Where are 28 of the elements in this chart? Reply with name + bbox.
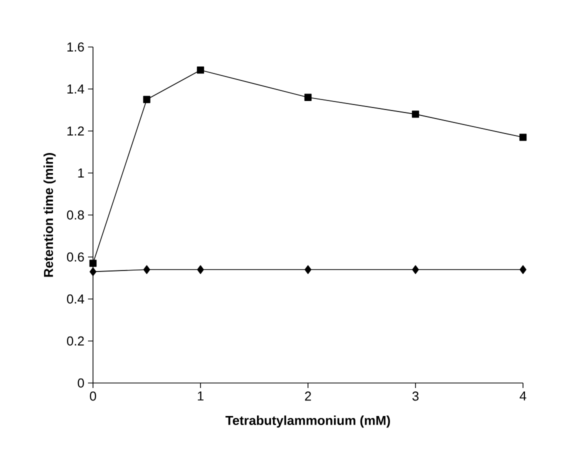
x-tick-label: 0 — [90, 392, 96, 401]
point — [90, 267, 96, 276]
y-tick-label: 0 — [78, 378, 84, 388]
point — [412, 265, 419, 274]
point — [412, 110, 420, 118]
x-tick-label: 2 — [305, 392, 311, 401]
x-tick-label: 1 — [198, 392, 204, 400]
point — [196, 66, 204, 74]
point — [520, 265, 526, 274]
y-tick-label: 1.2 — [67, 126, 84, 136]
point — [304, 265, 312, 274]
y-tick-label: 1.4 — [67, 84, 84, 94]
y-tick-label: 1.6 — [67, 42, 84, 52]
point — [304, 94, 312, 101]
y-tick-label: 0.4 — [66, 294, 84, 304]
y-tick-label: 1 — [78, 168, 84, 178]
point — [89, 260, 97, 267]
y-tick-label: 0.6 — [66, 252, 84, 262]
point — [197, 265, 204, 274]
x-tick-label: 4 — [520, 392, 526, 400]
y-tick-label: 0.2 — [66, 336, 84, 346]
point — [143, 265, 150, 274]
x-axis-title: Tetrabutylammonium (mM) — [226, 416, 390, 428]
x-tick-label: 3 — [412, 392, 419, 401]
point — [143, 96, 150, 104]
y-axis-title: Retention time (min) — [44, 153, 56, 277]
point — [519, 134, 527, 141]
y-tick-label: 0.8 — [66, 210, 84, 220]
